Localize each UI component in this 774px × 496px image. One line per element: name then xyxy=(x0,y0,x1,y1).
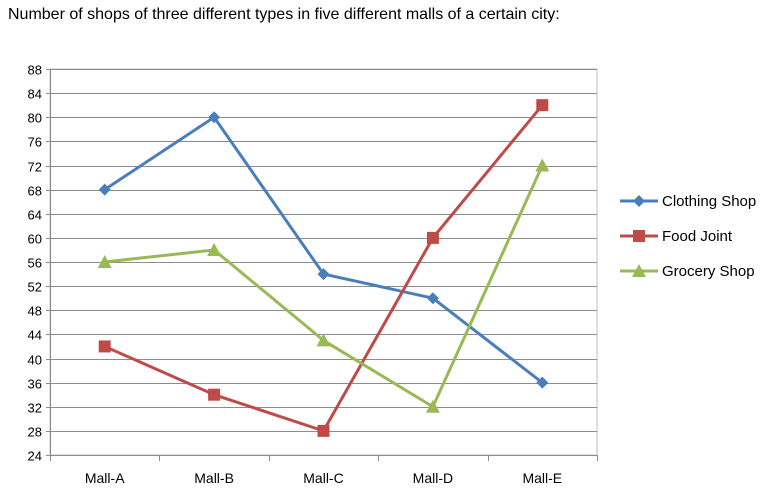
legend: Clothing Shop Food Joint Grocery Shop xyxy=(620,193,756,280)
data-point xyxy=(317,424,330,437)
data-point xyxy=(536,99,549,112)
data-point xyxy=(426,231,439,244)
legend-marker xyxy=(632,264,646,277)
data-point xyxy=(536,376,549,389)
legend-marker xyxy=(633,230,645,242)
y-tick-label: 28 xyxy=(28,425,42,440)
y-tick-label: 68 xyxy=(28,184,42,199)
y-tick-label: 32 xyxy=(28,401,42,416)
y-tick-label: 40 xyxy=(28,353,42,368)
legend-label: Clothing Shop xyxy=(662,193,756,210)
data-point xyxy=(98,340,111,353)
axes: 24 28 32 36 40 44 48 52 56 60 64 68 72 76 80 84 88 Mall-A… xyxy=(28,63,598,486)
series-line xyxy=(104,104,544,433)
legend-label: Grocery Shop xyxy=(662,263,755,280)
legend-label: Food Joint xyxy=(662,228,733,245)
x-tick-label: Mall-C xyxy=(303,470,343,486)
legend-item: Food Joint xyxy=(620,228,733,245)
y-tick-label: 36 xyxy=(28,377,42,392)
series-food-joint xyxy=(98,99,549,437)
data-point xyxy=(207,242,222,256)
x-tick-label: Mall-A xyxy=(85,470,125,486)
legend-item: Clothing Shop xyxy=(620,193,756,210)
data-point xyxy=(98,183,111,196)
legend-marker xyxy=(633,195,645,207)
data-point xyxy=(208,111,221,124)
y-tick-label: 56 xyxy=(28,256,42,271)
data-point xyxy=(426,292,439,305)
legend-item: Grocery Shop xyxy=(620,263,755,280)
data-point xyxy=(317,268,330,281)
y-tick-label: 24 xyxy=(28,449,42,464)
y-tick-label: 48 xyxy=(28,304,42,319)
y-tick-label: 52 xyxy=(28,280,42,295)
y-tick-label: 80 xyxy=(28,111,42,126)
data-point xyxy=(535,158,550,172)
series-grocery-shop xyxy=(97,158,550,413)
y-tick-label: 44 xyxy=(28,328,42,343)
y-tick-label: 72 xyxy=(28,160,42,175)
x-tick-label: Mall-D xyxy=(413,470,453,486)
chart-title: Number of shops of three different types… xyxy=(8,6,560,23)
y-tick-label: 60 xyxy=(28,232,42,247)
y-tick-label: 76 xyxy=(28,135,42,150)
x-tick-label: Mall-E xyxy=(522,470,562,486)
x-tick-label: Mall-B xyxy=(194,470,234,486)
series-lines xyxy=(97,99,550,437)
y-tick-label: 84 xyxy=(28,87,42,102)
data-point xyxy=(316,333,331,347)
data-point xyxy=(97,255,112,268)
y-tick-label: 64 xyxy=(28,208,42,223)
data-point xyxy=(425,399,440,413)
data-point xyxy=(208,388,221,401)
series-clothing-shop xyxy=(98,111,549,389)
y-tick-label: 88 xyxy=(28,63,42,78)
gridlines xyxy=(46,68,598,456)
